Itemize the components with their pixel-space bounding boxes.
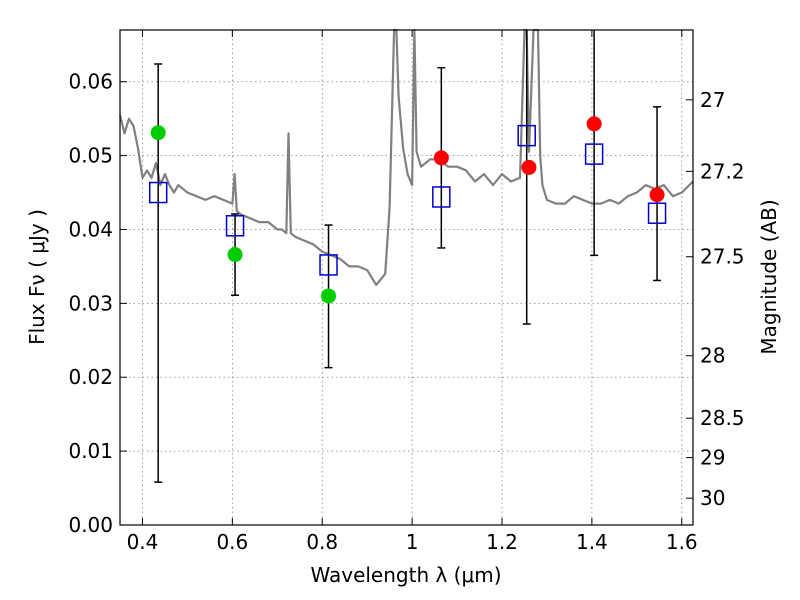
green-point [150,125,166,141]
green-point [227,247,243,263]
red-point [521,159,537,175]
y-tick-label: 0.02 [68,365,113,389]
magnitude-tick-labels: 27 27.2 27.5 28 28.5 29 30 [700,88,745,510]
model-point [517,124,536,147]
plot-frame [119,29,694,526]
x-tick-label: 0.4 [127,530,159,554]
red-point [433,150,449,166]
x-tick-label: 0.6 [216,530,248,554]
magnitude-tick-label: 28 [700,344,725,368]
x-tick-label: 1.6 [666,530,698,554]
x-axis-title: Wavelength λ (μm) [310,563,501,587]
green-point [321,288,337,304]
x-tick-label: 1 [406,530,419,554]
y-tick-label: 0.01 [68,439,113,463]
red-point [649,187,665,203]
sed-spectrum-line [118,28,694,286]
x-tick-label: 1.4 [576,530,608,554]
y-tick-label: 0.00 [68,513,113,537]
y-tick-label: 0.04 [68,217,113,241]
green-points [150,125,337,304]
red-point [586,116,602,132]
sed-spectrum [118,28,694,286]
y-tick-labels: 0.00 0.01 0.02 0.03 0.04 0.05 0.06 [68,70,113,537]
model-point [647,202,667,224]
magnitude-tick-label: 27.2 [700,159,745,183]
model-point [584,143,604,165]
model-point [225,215,245,237]
y-tick-label: 0.03 [68,291,113,315]
magnitude-tick-label: 28.5 [700,406,745,430]
magnitude-tick-label: 30 [700,486,725,510]
x-tick-labels: 0.4 0.6 0.8 1 1.2 1.4 1.6 [127,530,698,554]
x-tick-label: 0.8 [306,530,338,554]
magnitude-tick-label: 27 [700,88,725,112]
red-points [433,116,665,203]
model-point [148,181,168,204]
magnitude-tick-label: 29 [700,446,725,470]
x-tick-label: 1.2 [486,530,518,554]
y-axis-title: Flux Fν ( μJy ) [25,209,49,345]
model-point [432,186,451,208]
y-tick-label: 0.05 [68,144,113,168]
grid [120,30,693,526]
magnitude-tick-label: 27.5 [700,245,745,269]
model-points [148,124,667,276]
axis-ticks [120,30,693,526]
y-tick-label: 0.06 [68,70,113,94]
model-point [319,254,338,276]
y2-axis-title: Magnitude (AB) [757,199,781,354]
